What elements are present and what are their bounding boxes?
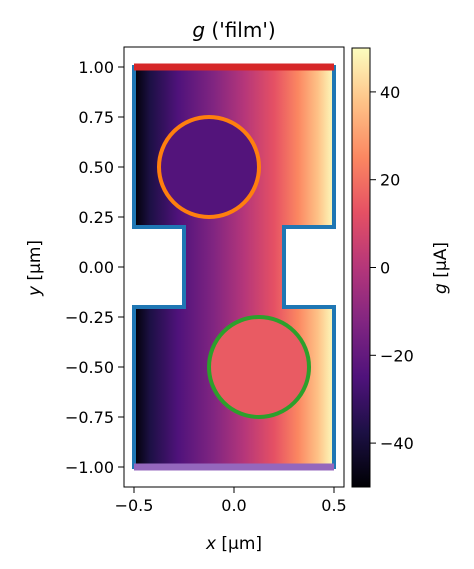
hole-2 [207, 315, 311, 419]
colorbar-tick-label: −20 [380, 346, 414, 365]
colorbar-tick-label: 40 [380, 83, 400, 102]
x-tick-label: 0.0 [221, 496, 246, 515]
hole-1 [157, 115, 261, 219]
y-axis: 1.00 0.75 0.50 0.25 0.00 −0.25 −0.50 −0.75 −1.00 [65, 58, 124, 477]
y-tick-label: 0.75 [78, 108, 114, 127]
terminals-layer [134, 63, 334, 471]
colorbar-tick-label: −40 [380, 434, 414, 453]
holes-layer [157, 115, 311, 419]
x-tick-label: 0.5 [321, 496, 346, 515]
y-tick-label: 0.00 [78, 258, 114, 277]
x-axis-label: x [μm] [205, 534, 262, 554]
x-axis: −0.5 0.0 0.5 [115, 487, 347, 515]
colorbar-tick-label: 20 [380, 171, 400, 190]
y-tick-label: −0.25 [65, 308, 114, 327]
y-tick-label: 0.50 [78, 158, 114, 177]
y-tick-label: 0.25 [78, 208, 114, 227]
chart-title: g ('film') [192, 18, 275, 42]
colorbar-axis: 40 20 0 −20 −40 [370, 83, 414, 453]
y-tick-label: −1.00 [65, 458, 114, 477]
colorbar-tick-label: 0 [380, 259, 390, 278]
y-tick-label: −0.75 [65, 408, 114, 427]
y-tick-label: 1.00 [78, 58, 114, 77]
colorbar [351, 47, 371, 488]
y-axis-label: y [μm] [25, 240, 45, 297]
y-tick-label: −0.50 [65, 358, 114, 377]
x-tick-label: −0.5 [115, 496, 154, 515]
colorbar-label: g [μA] [431, 242, 451, 294]
